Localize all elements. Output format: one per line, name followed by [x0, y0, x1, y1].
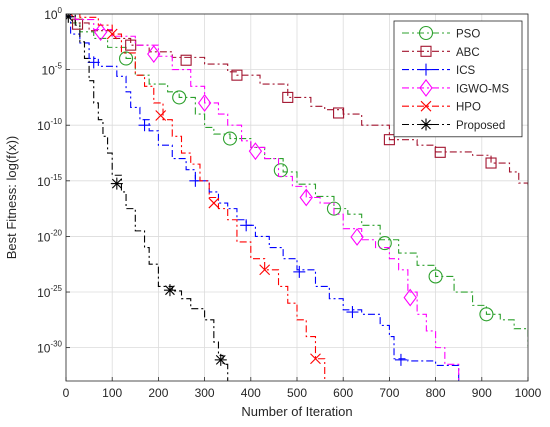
x-tick-label: 200	[148, 386, 168, 400]
series-line-pso	[70, 14, 528, 347]
x-tick-label: 300	[195, 386, 215, 400]
marker-hpo	[106, 28, 118, 40]
legend: PSO ABC ICS IGWO-MS HPO Proposed	[393, 20, 523, 138]
legend-label: ICS	[456, 65, 476, 77]
marker-abc	[180, 54, 192, 66]
legend-label: PSO	[456, 29, 480, 41]
marker-igwo-ms	[350, 228, 364, 246]
legend-marker	[420, 45, 432, 57]
marker-igwo-ms	[299, 188, 313, 207]
marker-proposed	[163, 284, 176, 297]
x-tick-label: 700	[379, 386, 399, 400]
series-proposed	[66, 14, 229, 381]
x-tick-label: 500	[287, 386, 307, 400]
marker-abc	[125, 39, 137, 51]
legend-item-abc: ABC	[402, 45, 480, 59]
marker-pso	[172, 90, 187, 105]
x-axis-label: Number of Iteration	[241, 404, 352, 419]
marker-igwo-ms	[403, 288, 417, 307]
series-line-hpo	[79, 14, 326, 381]
legend-label: Proposed	[456, 120, 505, 132]
y-tick-label: 10-15	[37, 173, 62, 189]
marker-igwo-ms	[147, 45, 161, 63]
series-igwo-ms	[74, 14, 460, 381]
legend-label: IGWO-MS	[456, 83, 509, 95]
marker-abc	[383, 134, 395, 146]
marker-ics	[293, 265, 306, 278]
series-line-igwo-ms	[74, 14, 460, 381]
marker-hpo	[208, 197, 220, 209]
y-axis-label: Best Fitness: log(f(x))	[4, 136, 19, 260]
x-tick-label: 900	[472, 386, 492, 400]
marker-ics	[394, 353, 407, 366]
x-axis-ticks: 0 100 200 300 400 500 600 700 800 900 1000	[63, 377, 542, 400]
x-tick-label: 1000	[515, 386, 542, 400]
series-line-abc	[74, 14, 528, 186]
marker-igwo-ms	[197, 94, 212, 112]
legend-marker	[418, 25, 434, 41]
legend-marker	[420, 63, 432, 76]
series-line-ics	[66, 15, 460, 381]
marker-pso	[326, 201, 342, 216]
y-tick-label: 100	[44, 6, 62, 22]
marker-igwo-ms	[93, 23, 108, 41]
marker-proposed	[110, 177, 123, 190]
series-layer	[66, 14, 528, 381]
legend-label: HPO	[456, 102, 481, 114]
marker-pso	[119, 51, 134, 66]
legend-item-ics: ICS	[402, 63, 476, 77]
marker-pso	[377, 236, 392, 251]
marker-ics	[138, 119, 151, 132]
marker-hpo	[155, 110, 167, 121]
marker-ics	[346, 306, 359, 319]
legend-marker	[420, 118, 432, 131]
legend-item-pso: PSO	[402, 25, 480, 41]
legend-label: ABC	[456, 47, 480, 59]
marker-abc	[333, 107, 345, 119]
marker-abc	[434, 146, 446, 158]
legend-marker	[419, 78, 433, 97]
marker-abc	[282, 91, 294, 103]
y-tick-label: 10-30	[37, 340, 62, 356]
series-abc	[72, 14, 528, 186]
legend-item-proposed: Proposed	[402, 118, 505, 132]
x-tick-label: 800	[426, 386, 446, 400]
legend-marker	[420, 100, 432, 112]
marker-ics	[189, 174, 202, 187]
x-tick-label: 600	[333, 386, 353, 400]
marker-abc	[485, 157, 497, 169]
y-axis-ticks: 100 10-5 10-10 10-15 10-20 10-25 10-30	[37, 6, 70, 356]
x-tick-label: 400	[241, 386, 261, 400]
y-tick-label: 10-10	[37, 117, 62, 133]
marker-pso	[428, 269, 443, 284]
y-tick-label: 10-25	[37, 284, 62, 300]
series-pso	[70, 14, 528, 347]
marker-hpo	[310, 353, 321, 365]
marker-hpo	[66, 14, 74, 18]
x-tick-label: 100	[102, 386, 122, 400]
marker-ics	[87, 56, 100, 69]
marker-pso	[222, 131, 238, 146]
legend-item-igwo-ms: IGWO-MS	[402, 78, 509, 97]
series-hpo	[66, 14, 326, 381]
legend-box	[393, 20, 523, 138]
marker-hpo	[259, 264, 271, 276]
marker-pso	[479, 307, 494, 322]
marker-abc	[231, 69, 243, 81]
y-tick-label: 10-5	[42, 62, 63, 78]
y-tick-label: 10-20	[37, 228, 62, 244]
legend-item-hpo: HPO	[402, 100, 481, 114]
marker-proposed	[66, 14, 75, 23]
marker-ics	[240, 219, 253, 232]
x-tick-label: 0	[63, 386, 70, 400]
marker-proposed	[214, 353, 227, 366]
series-ics	[66, 15, 460, 381]
marker-igwo-ms	[248, 142, 263, 161]
